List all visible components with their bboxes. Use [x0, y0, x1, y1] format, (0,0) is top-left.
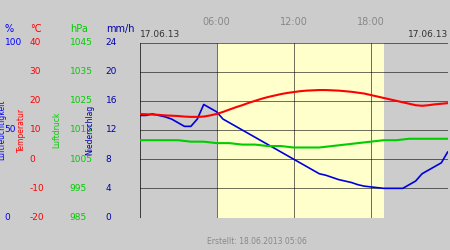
Text: mm/h: mm/h	[106, 24, 134, 34]
Text: Luftfeuchtigkeit: Luftfeuchtigkeit	[0, 100, 6, 160]
Text: 1025: 1025	[70, 96, 93, 105]
Text: 0: 0	[106, 213, 112, 222]
Bar	[216, 42, 383, 218]
Text: 4: 4	[106, 184, 112, 193]
Text: 995: 995	[70, 184, 87, 193]
Text: Luftdruck: Luftdruck	[52, 112, 61, 148]
Text: 10: 10	[30, 126, 41, 134]
Text: 20: 20	[30, 96, 41, 105]
Text: 16: 16	[106, 96, 117, 105]
Text: 12:00: 12:00	[280, 17, 307, 27]
Text: 1035: 1035	[70, 67, 93, 76]
Text: hPa: hPa	[70, 24, 88, 34]
Text: Erstellt: 18.06.2013 05:06: Erstellt: 18.06.2013 05:06	[207, 237, 306, 246]
Text: 1045: 1045	[70, 38, 93, 47]
Text: 1015: 1015	[70, 126, 93, 134]
Text: -20: -20	[30, 213, 44, 222]
Bar	[383, 42, 448, 218]
Text: 06:00: 06:00	[202, 17, 230, 27]
Text: °C: °C	[30, 24, 41, 34]
Text: 24: 24	[106, 38, 117, 47]
Text: 17.06.13: 17.06.13	[140, 30, 180, 39]
Text: 8: 8	[106, 155, 112, 164]
Text: Temperatur: Temperatur	[17, 108, 26, 152]
Text: 20: 20	[106, 67, 117, 76]
Bar	[140, 42, 216, 218]
Text: 985: 985	[70, 213, 87, 222]
Text: 0: 0	[4, 213, 10, 222]
Text: 30: 30	[30, 67, 41, 76]
Text: 17.06.13: 17.06.13	[408, 30, 448, 39]
Text: -10: -10	[30, 184, 45, 193]
Text: 40: 40	[30, 38, 41, 47]
Text: 18:00: 18:00	[357, 17, 385, 27]
Text: 1005: 1005	[70, 155, 93, 164]
Text: 12: 12	[106, 126, 117, 134]
Text: 50: 50	[4, 126, 16, 134]
Text: Niederschlag: Niederschlag	[86, 105, 94, 155]
Text: 100: 100	[4, 38, 22, 47]
Text: 0: 0	[30, 155, 36, 164]
Text: %: %	[4, 24, 13, 34]
